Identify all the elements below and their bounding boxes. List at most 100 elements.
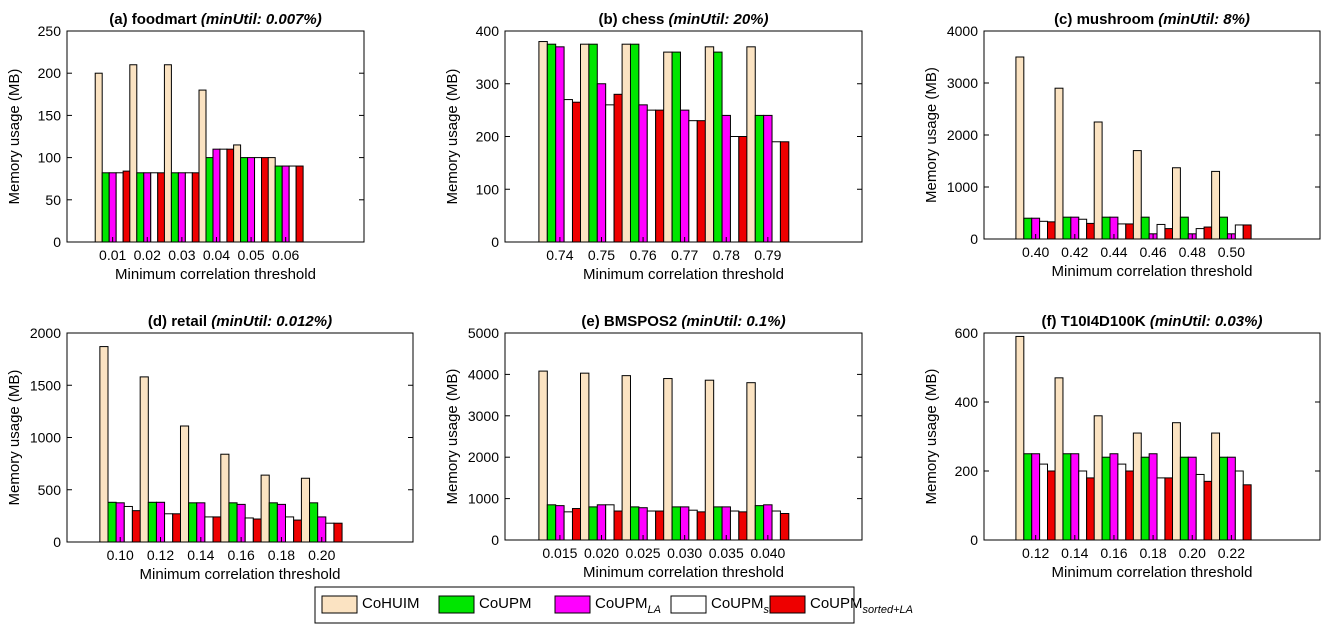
bar	[1125, 223, 1135, 240]
bar	[671, 506, 681, 541]
chart-title-main: (d) retail	[148, 313, 211, 330]
x-tick-label: 0.16	[1100, 545, 1127, 561]
y-tick-label: 100	[38, 150, 62, 166]
bar	[1211, 432, 1221, 541]
bar	[198, 89, 207, 243]
bar	[729, 136, 740, 243]
legend-swatch	[321, 595, 358, 614]
x-axis-label: Minimum correlation threshold	[583, 564, 784, 581]
bar	[123, 505, 133, 543]
bar	[713, 506, 723, 541]
bar	[220, 453, 230, 543]
x-axis-label: Minimum correlation threshold	[1052, 564, 1253, 581]
y-tick-label: 200	[476, 129, 500, 145]
bar	[236, 503, 246, 543]
legend-label-base: CoUPM	[595, 595, 648, 612]
bar	[101, 172, 110, 243]
x-axis-label: Minimum correlation threshold	[583, 266, 784, 283]
bar	[605, 104, 615, 243]
bar	[240, 157, 249, 243]
bar	[295, 165, 304, 243]
bar	[546, 504, 557, 541]
y-axis-label: Memory usage (MB)	[923, 369, 940, 505]
bar	[170, 172, 179, 243]
legend-label: CoHUIM	[362, 595, 420, 612]
y-axis-label: Memory usage (MB)	[923, 67, 940, 203]
bar	[1015, 56, 1025, 240]
y-tick-label: 1000	[468, 491, 499, 507]
x-tick-label: 0.06	[272, 247, 299, 263]
bar	[1242, 224, 1252, 240]
bar	[1125, 470, 1135, 541]
bar	[588, 506, 598, 541]
x-tick-label: 0.020	[584, 545, 619, 561]
bar	[746, 46, 756, 243]
bar	[1047, 470, 1056, 541]
chart-title: (a) foodmart (minUtil: 0.007%)	[109, 11, 322, 28]
legend-swatch	[769, 595, 806, 614]
bar	[571, 101, 582, 243]
bar	[196, 502, 206, 543]
bar	[763, 504, 773, 541]
y-axis-label: Memory usage (MB)	[6, 370, 23, 506]
bar	[204, 516, 214, 543]
bar	[226, 148, 235, 243]
bar	[1179, 216, 1189, 240]
y-tick-label: 0	[491, 532, 499, 548]
y-tick-label: 0	[491, 234, 499, 250]
bar	[108, 172, 117, 243]
bar	[1039, 463, 1049, 541]
y-tick-label: 2000	[947, 127, 978, 143]
bar	[1054, 87, 1064, 240]
chart-panel: 0 50 100 150 200 250 0.01 0.02 0.03 0.04 0.05 0.06 (…	[6, 11, 365, 283]
x-tick-label: 0.16	[227, 547, 254, 563]
chart-title-param: (minUtil: 0.03%)	[1150, 313, 1263, 330]
legend-label-base: CoHUIM	[362, 595, 420, 612]
bar	[143, 172, 152, 243]
bar	[621, 375, 631, 541]
bar	[1171, 167, 1181, 240]
bar	[1078, 470, 1088, 541]
y-tick-label: 0	[970, 532, 978, 548]
bar	[163, 64, 172, 243]
bar	[596, 504, 607, 541]
x-tick-label: 0.035	[709, 545, 744, 561]
bar	[1195, 228, 1205, 240]
bar	[1062, 453, 1072, 541]
bar	[1203, 480, 1213, 541]
x-tick-label: 0.12	[147, 547, 174, 563]
bar	[1086, 222, 1096, 240]
bar	[1031, 453, 1041, 541]
bar	[588, 43, 598, 243]
bar	[696, 120, 707, 243]
bar	[107, 501, 117, 543]
bar	[1023, 217, 1033, 240]
bar	[563, 99, 573, 243]
bar	[571, 508, 582, 541]
bar	[621, 43, 631, 243]
y-tick-label: 5000	[468, 325, 499, 341]
bar	[219, 148, 228, 243]
x-tick-label: 0.030	[667, 545, 702, 561]
bar	[274, 165, 283, 243]
bar	[779, 141, 790, 243]
bar	[252, 518, 262, 543]
bar	[679, 109, 690, 243]
x-tick-label: 0.79	[754, 247, 781, 263]
bar	[1054, 377, 1064, 541]
bar	[704, 379, 715, 541]
legend-swatch	[554, 595, 591, 614]
bar	[325, 522, 335, 543]
y-tick-label: 600	[955, 325, 979, 341]
bar	[212, 148, 221, 243]
bar	[184, 172, 193, 243]
bar	[1219, 456, 1228, 541]
y-tick-label: 3000	[947, 75, 978, 91]
bar	[646, 510, 657, 541]
x-tick-label: 0.78	[713, 247, 740, 263]
x-tick-label: 0.025	[626, 545, 661, 561]
bar	[115, 502, 125, 543]
bar	[228, 502, 238, 543]
bar	[771, 510, 781, 541]
y-axis-label: Memory usage (MB)	[444, 369, 461, 505]
